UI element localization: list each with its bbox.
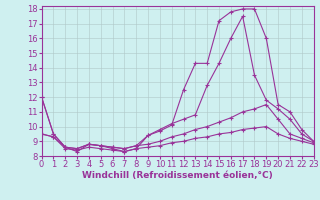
X-axis label: Windchill (Refroidissement éolien,°C): Windchill (Refroidissement éolien,°C) (82, 171, 273, 180)
